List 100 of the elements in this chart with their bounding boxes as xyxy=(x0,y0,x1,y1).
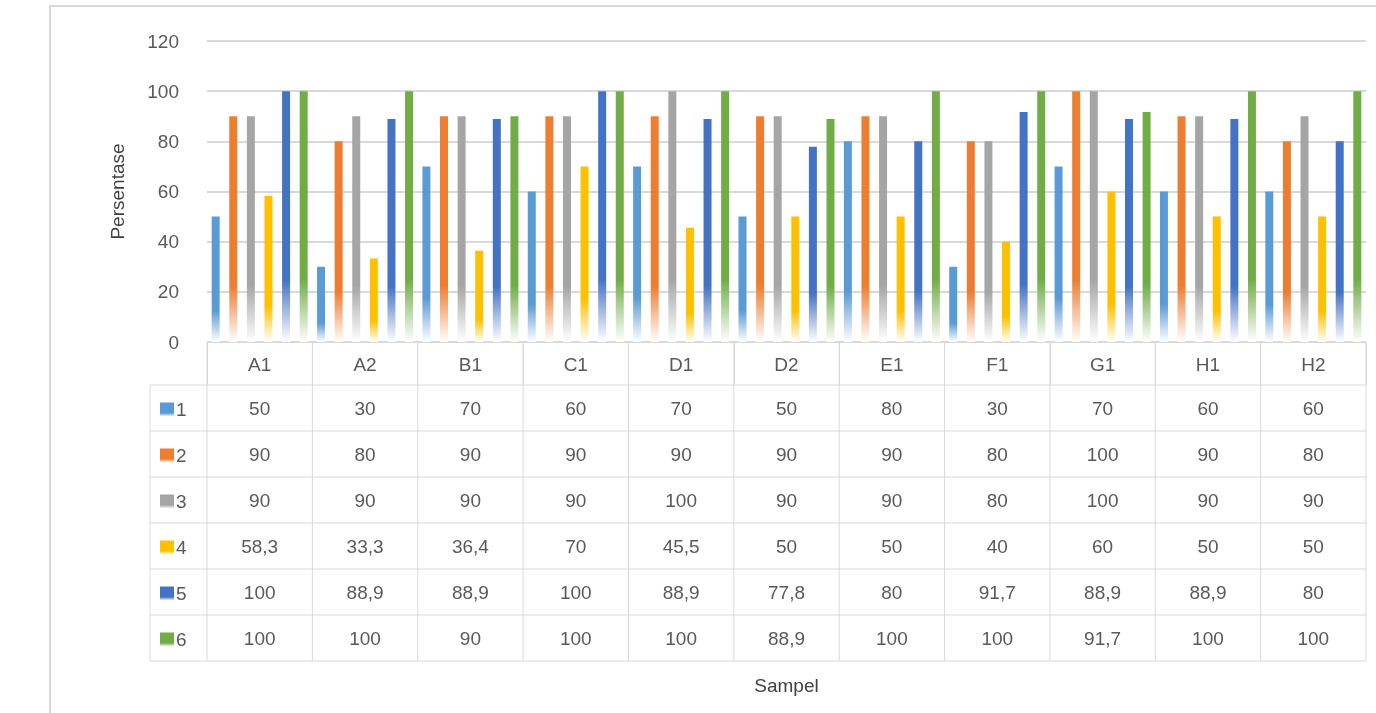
bar xyxy=(633,166,642,342)
bar xyxy=(738,216,747,342)
bar xyxy=(949,266,958,342)
y-tick-label: 0 xyxy=(168,331,179,353)
bar xyxy=(1265,191,1274,342)
y-tick-label: 80 xyxy=(157,130,179,152)
data-label: 50 xyxy=(775,397,798,419)
data-label: 100 xyxy=(1086,443,1119,465)
data-label: 90 xyxy=(565,443,587,465)
bar xyxy=(334,141,343,342)
bar xyxy=(1072,91,1081,342)
bar xyxy=(1300,116,1309,342)
data-label: 58,3 xyxy=(241,535,279,557)
data-label: 100 xyxy=(876,627,908,649)
data-label: 33,3 xyxy=(346,535,384,557)
bar xyxy=(756,116,765,342)
bar xyxy=(791,216,800,342)
bar xyxy=(492,119,501,342)
bar xyxy=(966,141,975,342)
bar xyxy=(668,91,677,342)
data-label: 80 xyxy=(986,443,1008,465)
bar xyxy=(299,91,308,342)
data-label: 100 xyxy=(349,627,381,649)
data-label: 90 xyxy=(1197,443,1219,465)
data-label: 100 xyxy=(981,627,1014,649)
bar xyxy=(1037,91,1046,342)
data-label: 70 xyxy=(565,535,587,557)
bar xyxy=(440,116,449,342)
bar xyxy=(1159,191,1168,342)
data-label: 90 xyxy=(881,443,903,465)
data-label: 45,5 xyxy=(662,535,700,557)
data-label: 88,9 xyxy=(451,581,489,603)
bar xyxy=(562,116,571,342)
y-axis-title: Persentase xyxy=(107,143,128,240)
data-label: 70 xyxy=(670,397,692,419)
bar xyxy=(211,216,220,342)
bar xyxy=(1195,116,1204,342)
data-label: 80 xyxy=(881,581,903,603)
bar xyxy=(580,166,589,342)
data-label: 50 xyxy=(881,535,903,557)
x-tick-label: D1 xyxy=(668,354,694,375)
data-label: 60 xyxy=(1302,397,1324,419)
bar xyxy=(984,141,993,342)
bar xyxy=(843,141,852,342)
bar xyxy=(879,116,888,342)
y-tick-label: 40 xyxy=(157,231,179,253)
bar xyxy=(527,191,536,342)
text: Sampel xyxy=(754,674,819,696)
data-label: 100 xyxy=(665,489,697,511)
data-label: 90 xyxy=(881,489,903,511)
bar xyxy=(1019,111,1028,342)
bar xyxy=(861,116,870,342)
x-tick-label: F1 xyxy=(986,354,1009,375)
data-label: 80 xyxy=(881,397,903,419)
bar xyxy=(615,91,624,342)
data-label: 88,9 xyxy=(768,627,805,649)
data-label: 50 xyxy=(1302,535,1324,557)
legend-label: 3 xyxy=(176,491,187,512)
data-label: 100 xyxy=(1192,627,1224,649)
data-label: 88,9 xyxy=(346,581,384,603)
bar xyxy=(598,91,607,342)
x-tick-label: B1 xyxy=(458,354,483,375)
data-label: 90 xyxy=(354,489,376,511)
data-label: 90 xyxy=(249,443,271,465)
data-label: 36,4 xyxy=(451,535,490,557)
data-label: 100 xyxy=(1086,489,1119,511)
data-label: 77,8 xyxy=(768,581,805,603)
bar xyxy=(1318,216,1327,342)
bar xyxy=(1124,119,1133,342)
bar xyxy=(1230,119,1239,342)
bar xyxy=(317,266,326,342)
x-tick-label: A1 xyxy=(248,354,272,375)
x-tick-label: H2 xyxy=(1301,354,1326,375)
data-label: 90 xyxy=(565,489,587,511)
legend-label: 6 xyxy=(176,629,187,650)
data-label: 100 xyxy=(243,627,276,649)
data-label: 70 xyxy=(1092,397,1114,419)
data-label: 80 xyxy=(986,489,1008,511)
data-label: 100 xyxy=(1297,627,1330,649)
x-tick-label: H1 xyxy=(1195,354,1221,375)
bar xyxy=(229,116,238,342)
bar xyxy=(1212,216,1221,342)
data-label: 100 xyxy=(243,581,276,603)
bar xyxy=(1247,91,1256,342)
data-label: 90 xyxy=(459,489,481,511)
data-label: 50 xyxy=(775,535,798,557)
data-label: 40 xyxy=(986,535,1008,557)
bar xyxy=(703,119,712,342)
data-label: 80 xyxy=(1302,581,1324,603)
data-label: 80 xyxy=(354,443,376,465)
legend-label: 5 xyxy=(176,583,187,604)
data-label: 90 xyxy=(249,489,271,511)
bar xyxy=(545,116,554,342)
bar xyxy=(650,116,659,342)
x-tick-label: D2 xyxy=(774,354,799,375)
y-tick-label: 60 xyxy=(157,181,179,202)
data-label: 90 xyxy=(670,443,692,465)
data-label: 90 xyxy=(775,489,798,511)
bar xyxy=(1107,191,1116,342)
bar xyxy=(685,227,694,342)
